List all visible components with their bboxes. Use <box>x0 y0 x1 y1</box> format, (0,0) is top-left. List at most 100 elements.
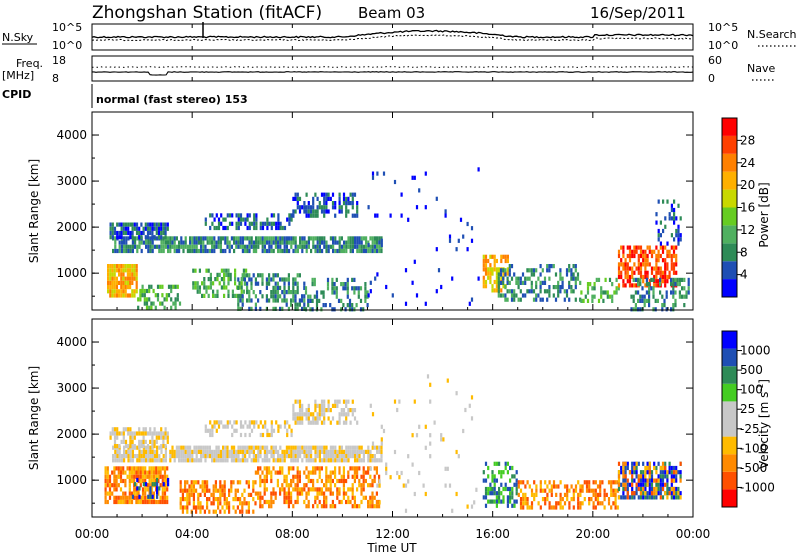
heatmap-cell <box>648 245 651 250</box>
heatmap-cell <box>577 492 580 497</box>
heatmap-cell <box>237 221 240 226</box>
heatmap-cell <box>246 285 249 290</box>
heatmap-cell <box>568 505 571 510</box>
heatmap-cell <box>378 449 381 454</box>
heatmap-cell <box>327 248 330 254</box>
heatmap-cell <box>153 439 156 444</box>
heatmap-cell <box>234 293 237 298</box>
heatmap-cell <box>331 470 334 475</box>
heatmap-cell <box>277 213 280 218</box>
heatmap-cell <box>631 465 634 471</box>
heatmap-cell <box>367 466 370 471</box>
heatmap-cell <box>265 478 268 484</box>
heatmap-cell <box>114 449 117 454</box>
heatmap-cell <box>646 495 649 500</box>
heatmap-cell <box>617 286 620 291</box>
heatmap-cell <box>133 487 136 492</box>
heatmap-cell <box>612 480 615 485</box>
heatmap-cell <box>675 491 678 496</box>
heatmap-cell <box>504 461 507 466</box>
heatmap-cell <box>264 221 267 226</box>
heatmap-cell <box>687 286 690 291</box>
heatmap-cell <box>232 505 235 510</box>
heatmap-cell <box>362 487 365 492</box>
heatmap-cell <box>655 274 658 280</box>
heatmap-cell <box>497 285 500 290</box>
heatmap-cell <box>126 293 129 298</box>
xtick-label: 00:00 <box>676 527 711 541</box>
heatmap-cell <box>264 424 267 429</box>
heatmap-cell <box>639 470 643 475</box>
heatmap-cell <box>133 491 136 496</box>
heatmap-cell <box>130 491 134 496</box>
heatmap-cell <box>276 290 279 295</box>
heatmap-cell <box>254 294 257 299</box>
heatmap-cell <box>535 285 538 290</box>
heatmap-cell <box>265 277 268 282</box>
heatmap-cell <box>109 230 112 236</box>
heatmap-cell <box>670 253 673 259</box>
heatmap-cell <box>593 282 596 287</box>
heatmap-cell <box>548 293 551 298</box>
heatmap-cell <box>127 244 130 249</box>
heatmap-cell <box>596 497 600 502</box>
heatmap-cell <box>235 458 238 463</box>
heatmap-cell <box>457 238 460 243</box>
heatmap-cell <box>109 293 112 298</box>
heatmap-cell <box>320 290 323 295</box>
heatmap-cell <box>223 480 226 485</box>
heatmap-cell <box>635 474 638 479</box>
heatmap-cell <box>294 416 297 421</box>
heatmap-cell <box>138 454 141 459</box>
heatmap-cell <box>174 301 177 306</box>
heatmap-cell <box>594 505 597 510</box>
heatmap-cell <box>127 230 130 236</box>
heatmap-cell <box>506 289 509 294</box>
heatmap-cell <box>178 301 182 306</box>
heatmap-cell <box>334 236 337 241</box>
heatmap-cell <box>226 244 229 249</box>
heatmap-cell <box>241 302 244 307</box>
heatmap-cell <box>124 222 128 227</box>
heatmap-cell <box>296 474 299 479</box>
heatmap-cell <box>118 289 121 294</box>
heatmap-cell <box>250 244 253 249</box>
heatmap-cell <box>345 209 348 214</box>
heatmap-cell <box>670 262 673 267</box>
heatmap-cell <box>371 491 374 496</box>
heatmap-cell <box>574 276 577 281</box>
heatmap-cell <box>181 488 184 493</box>
heatmap-cell <box>217 488 220 493</box>
heatmap-cell <box>495 279 498 285</box>
heatmap-cell <box>296 290 299 295</box>
heatmap-cell <box>118 454 121 459</box>
heatmap-cell <box>590 497 593 502</box>
heatmap-cell <box>631 270 634 275</box>
heatmap-cell <box>641 298 644 303</box>
heatmap-cell <box>555 492 558 497</box>
heatmap-cell <box>163 495 167 500</box>
heatmap-cell <box>279 454 282 459</box>
heatmap-cell <box>626 253 629 259</box>
heatmap-cell <box>285 302 288 307</box>
heatmap-cell <box>675 474 678 479</box>
heatmap-cell <box>506 499 509 504</box>
heatmap-cell <box>277 449 280 454</box>
heatmap-cell <box>203 480 206 485</box>
heatmap-cell <box>506 495 509 500</box>
heatmap-cell <box>153 235 156 240</box>
heatmap-cell <box>323 209 326 214</box>
heatmap-cell <box>650 486 654 492</box>
heatmap-cell <box>139 474 142 479</box>
heatmap-cell <box>498 461 501 466</box>
heatmap-cell <box>292 403 295 408</box>
heatmap-cell <box>246 449 249 454</box>
heatmap-cell <box>612 492 615 497</box>
heatmap-cell <box>320 205 324 210</box>
heatmap-cell <box>652 290 655 295</box>
heatmap-cell <box>175 248 178 254</box>
heatmap-cell <box>622 253 625 259</box>
heatmap-cell <box>272 236 275 241</box>
heatmap-cell <box>255 240 258 245</box>
heatmap-cell <box>257 466 260 471</box>
